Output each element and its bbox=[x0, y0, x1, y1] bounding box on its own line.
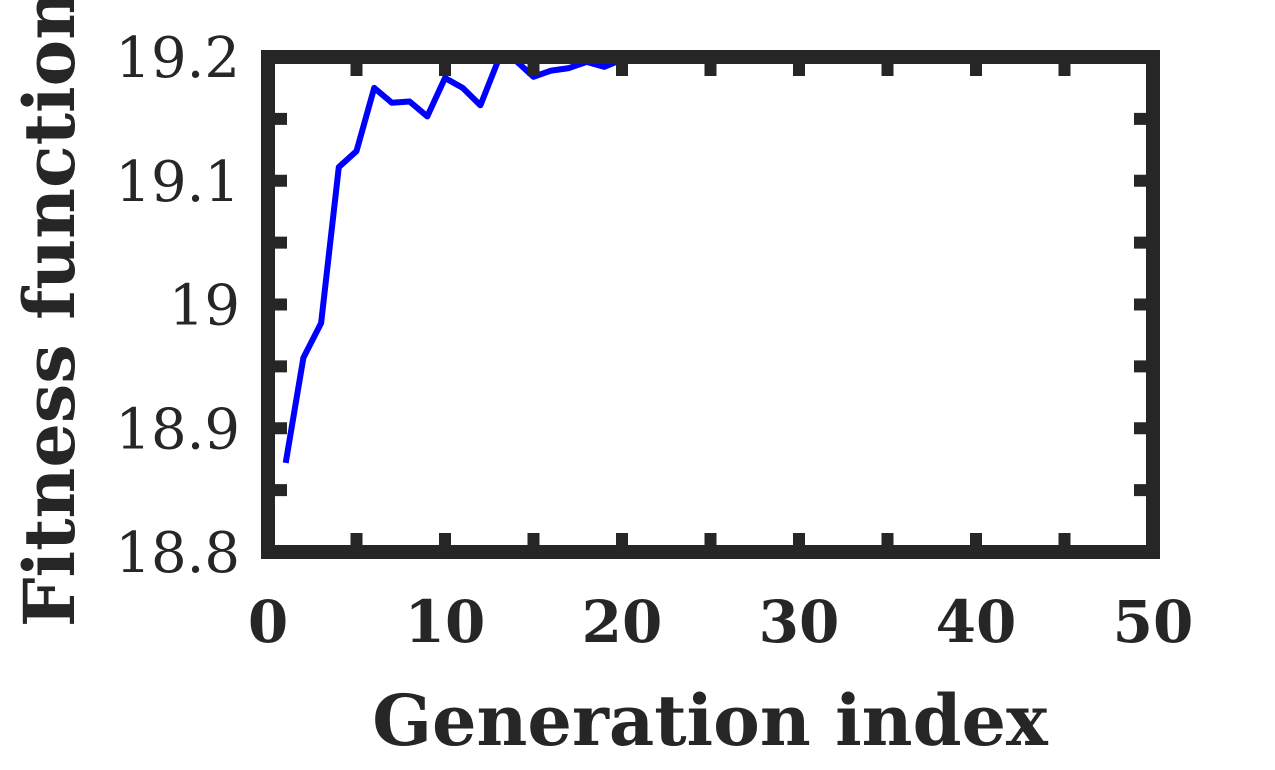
x-tick-label: 10 bbox=[405, 588, 486, 656]
y-tick-label: 18.8 bbox=[115, 521, 240, 586]
y-tick-label: 18.9 bbox=[115, 397, 240, 462]
x-tick-label: 50 bbox=[1113, 588, 1194, 656]
x-tick-label: 20 bbox=[582, 588, 663, 656]
x-tick-label: 0 bbox=[248, 588, 288, 656]
y-tick-label: 19.1 bbox=[115, 150, 240, 215]
axes-frame bbox=[261, 50, 1160, 559]
x-tick-label: 30 bbox=[759, 588, 840, 656]
y-tick-label: 19 bbox=[169, 274, 240, 339]
series-line-0 bbox=[282, 52, 1153, 464]
x-tick-label: 40 bbox=[936, 588, 1017, 656]
tick-layer: 0 10 20 30 40 50 18.8 18.9 19 19.1 19.2 bbox=[115, 26, 1193, 656]
plot-layer bbox=[261, 50, 1160, 559]
y-tick-label: 19.2 bbox=[115, 26, 240, 91]
y-axis-label: Fitness function bbox=[8, 0, 91, 627]
x-axis-label: Generation index bbox=[372, 679, 1049, 762]
